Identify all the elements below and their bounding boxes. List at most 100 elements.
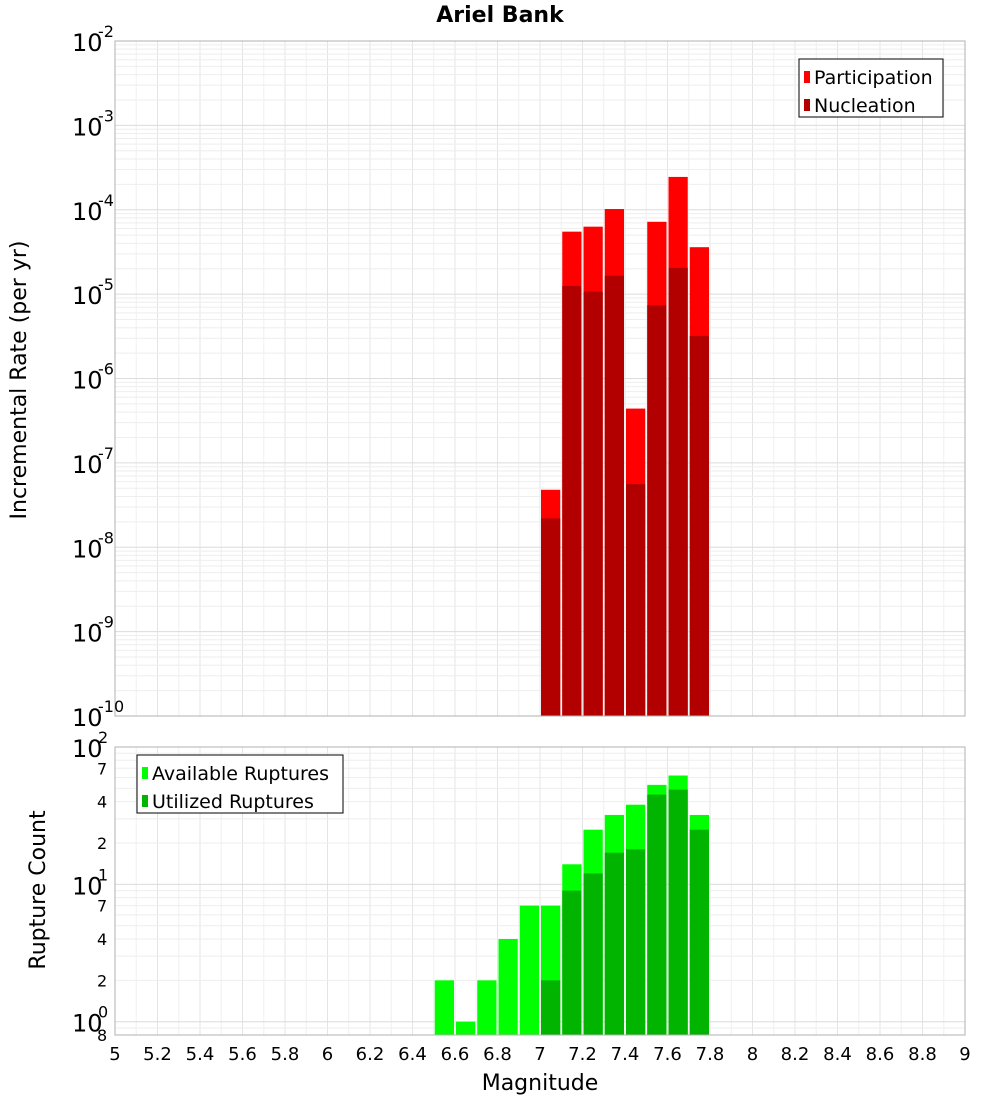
bar-available-ruptures-3 (498, 939, 518, 1035)
bar-nucleation-6 (668, 267, 688, 716)
legend-swatch (804, 71, 810, 83)
x-tick-label: 6 (322, 1044, 333, 1065)
x-tick-label: 8.4 (823, 1044, 852, 1065)
top-y-axis-label: Incremental Rate (per yr) (7, 241, 32, 520)
x-tick-label: 6.4 (398, 1044, 427, 1065)
x-tick-label: 5.8 (271, 1044, 300, 1065)
y-tick-base: 10 (72, 535, 103, 563)
x-tick-label: 8.2 (781, 1044, 810, 1065)
bar-nucleation-2 (583, 291, 603, 716)
y-tick-label-0-3: 10-5 (72, 275, 114, 310)
y-tick-base: 10 (72, 113, 103, 141)
y-tick-base: 10 (72, 620, 103, 648)
x-tick-label: 6.2 (356, 1044, 385, 1065)
plot-border-0 (114, 40, 966, 717)
y-tick-exponent: -7 (98, 444, 114, 463)
x-tick-label: 5.6 (228, 1044, 257, 1065)
legend-label: Nucleation (814, 95, 916, 117)
bar-utilized-ruptures-7 (583, 873, 603, 1035)
y-minor-tick-label: 8 (97, 1026, 107, 1045)
x-tick-label: 7 (534, 1044, 545, 1065)
y-tick-label-0-7: 10-9 (72, 613, 114, 648)
y-tick-label-0-6: 10-8 (72, 528, 114, 563)
x-axis-label: Magnitude (482, 1071, 599, 1096)
x-tick-label: 6.8 (483, 1044, 512, 1065)
legend-swatch (804, 99, 810, 111)
bar-available-ruptures-2 (477, 980, 497, 1035)
bar-utilized-ruptures-10 (647, 794, 667, 1035)
y-tick-exponent: 0 (98, 1003, 108, 1022)
x-tick-label: 6.6 (441, 1044, 470, 1065)
x-tick-label: 8.8 (908, 1044, 937, 1065)
y-tick-label-0-0: 10-2 (72, 22, 114, 57)
x-tick-label: 8.6 (866, 1044, 895, 1065)
y-tick-exponent: -5 (98, 275, 114, 294)
legend-swatch (142, 767, 148, 779)
x-tick-label: 7.6 (653, 1044, 682, 1065)
y-tick-base: 10 (72, 451, 103, 479)
y-tick-base: 10 (72, 735, 103, 763)
x-tick-label: 5.2 (143, 1044, 172, 1065)
legend-label: Participation (814, 67, 933, 89)
x-tick-label: 7.8 (696, 1044, 725, 1065)
legend-box (136, 754, 344, 814)
y-tick-base: 10 (72, 198, 103, 226)
bar-available-ruptures-4 (519, 905, 539, 1035)
y-tick-exponent: -10 (98, 697, 124, 716)
y-tick-label-0-5: 10-7 (72, 444, 114, 479)
bar-nucleation-1 (562, 285, 582, 716)
y-tick-label-1-2: 100 (72, 1003, 108, 1038)
y-tick-label-1-0: 102 (72, 728, 108, 763)
plot-border-1 (114, 746, 966, 1036)
y-tick-label-0-8: 10-10 (72, 697, 124, 732)
y-tick-base: 10 (72, 704, 103, 732)
y-tick-exponent: 2 (98, 728, 108, 747)
y-tick-base: 10 (72, 367, 103, 395)
bar-utilized-ruptures-12 (689, 829, 709, 1035)
bar-utilized-ruptures-8 (604, 852, 624, 1035)
chart-title: Ariel Bank (436, 3, 565, 28)
bar-utilized-ruptures-5 (541, 980, 561, 1035)
y-tick-label-1-1: 101 (72, 865, 108, 900)
bar-nucleation-5 (647, 305, 667, 716)
y-tick-base: 10 (72, 282, 103, 310)
y-tick-exponent: -8 (98, 528, 114, 547)
y-minor-tick-label: 4 (97, 793, 107, 812)
legend-label: Utilized Ruptures (152, 791, 314, 813)
x-tick-label: 5 (109, 1044, 120, 1065)
y-minor-tick-label: 4 (97, 930, 107, 949)
x-tick-label: 7.2 (568, 1044, 597, 1065)
y-minor-tick-label: 2 (97, 971, 107, 990)
y-tick-base: 10 (72, 1010, 103, 1038)
y-tick-exponent: -2 (98, 22, 114, 41)
legend-0: Participation Nucleation (798, 58, 944, 118)
bar-utilized-ruptures-6 (562, 890, 582, 1035)
bar-available-ruptures-1 (456, 1021, 476, 1035)
legend-1: Available Ruptures Utilized Ruptures (136, 754, 344, 814)
y-tick-label-0-2: 10-4 (72, 191, 114, 226)
bar-available-ruptures-0 (434, 980, 454, 1035)
y-tick-exponent: -3 (98, 106, 114, 125)
bar-nucleation-0 (541, 518, 561, 716)
y-minor-tick-label: 7 (97, 759, 107, 778)
y-tick-exponent: -6 (98, 360, 114, 379)
x-tick-label: 5.4 (186, 1044, 215, 1065)
y-tick-exponent: -4 (98, 191, 114, 210)
bar-utilized-ruptures-9 (626, 849, 646, 1035)
bar-utilized-ruptures-11 (668, 789, 688, 1035)
y-tick-exponent: 1 (98, 865, 108, 884)
bar-nucleation-3 (604, 275, 624, 716)
bar-nucleation-7 (689, 335, 709, 716)
legend-box (798, 58, 944, 118)
legend-swatch (142, 795, 148, 807)
legend-label: Available Ruptures (152, 763, 329, 785)
y-minor-tick-label: 2 (97, 834, 107, 853)
y-tick-exponent: -9 (98, 613, 114, 632)
y-tick-base: 10 (72, 872, 103, 900)
bottom-y-axis-label: Rupture Count (26, 810, 51, 970)
y-tick-base: 10 (72, 29, 103, 57)
bar-nucleation-4 (626, 484, 646, 716)
x-tick-label: 7.4 (611, 1044, 640, 1065)
